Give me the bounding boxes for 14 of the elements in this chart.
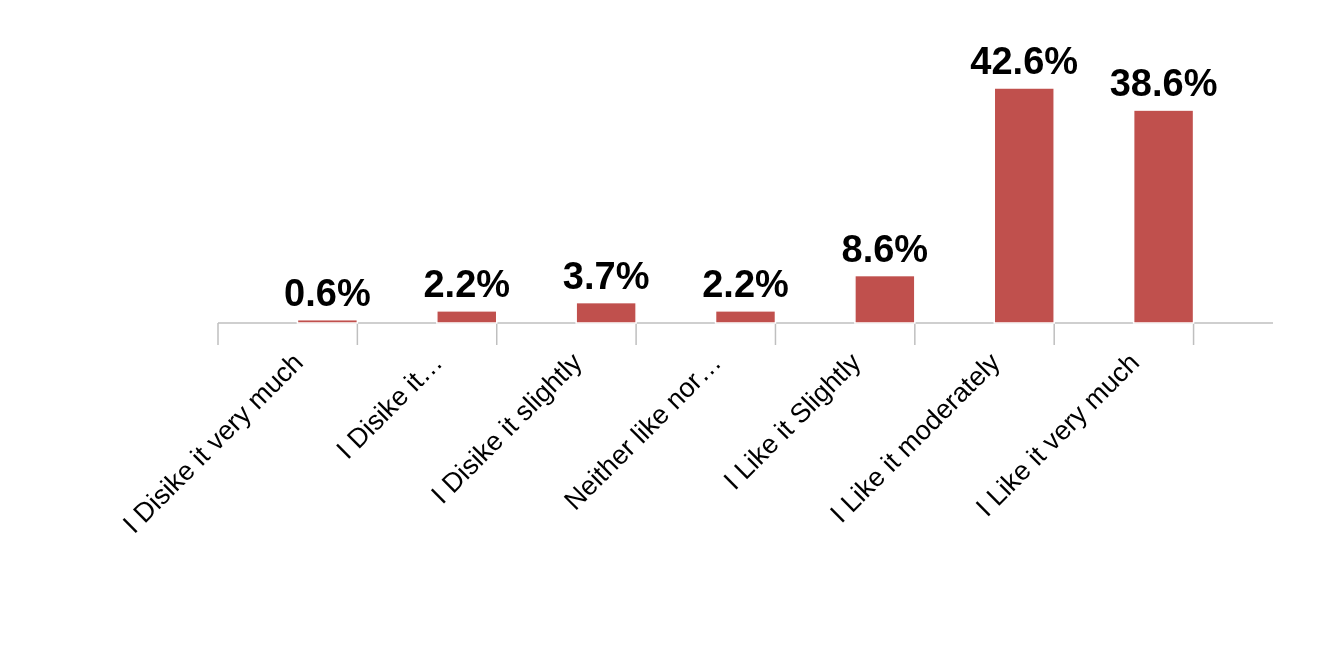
data-label: 3.7%: [562, 254, 650, 297]
bar: [296, 318, 359, 324]
bar: [993, 87, 1055, 324]
data-label: 2.2%: [423, 262, 511, 305]
data-label: 8.6%: [841, 227, 929, 270]
data-label: 0.6%: [284, 271, 371, 314]
bar: [436, 310, 498, 324]
data-label: 42.6%: [970, 40, 1079, 82]
bar: [714, 310, 777, 324]
data-label: 38.6%: [1109, 62, 1218, 105]
bar: [854, 274, 916, 324]
bar: [575, 301, 637, 324]
data-label: 2.2%: [702, 262, 789, 305]
bar: [1132, 109, 1195, 324]
